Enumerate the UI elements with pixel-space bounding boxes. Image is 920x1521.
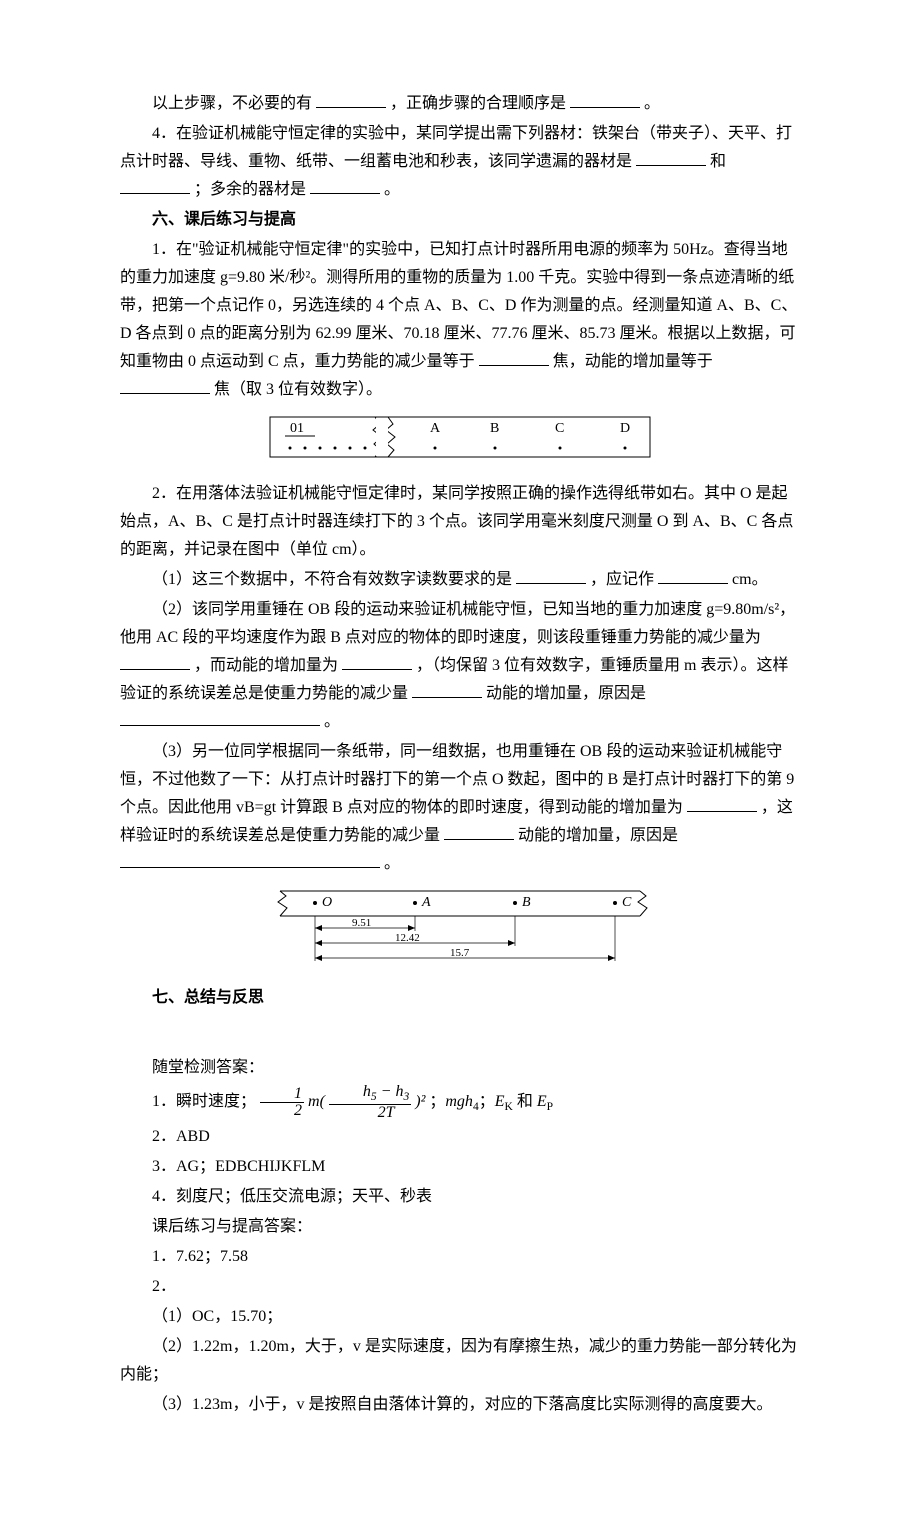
text: 动能的增加量，原因是 <box>518 827 678 844</box>
text: ；mgh4；EK 和 EP <box>429 1093 553 1110</box>
dim-12-42: 12.42 <box>395 932 420 944</box>
text: 和 <box>710 153 726 170</box>
text: 。 <box>644 95 660 112</box>
dim-9-51: 9.51 <box>352 917 371 929</box>
s6-q2-part1: （1）这三个数据中，不符合有效数字读数要求的是 ，应记作 cm。 <box>120 566 800 594</box>
dim-15-7: 15.7 <box>450 947 470 959</box>
answer-4: 4．刻度尺；低压交流电源；天平、秒表 <box>120 1183 800 1211</box>
label-D: D <box>620 421 630 436</box>
s6-question-1: 1．在"验证机械能守恒定律"的实验中，已知打点计时器所用电源的频率为 50Hz。… <box>120 236 800 404</box>
answer-b2-3: （3）1.23m，小于，v 是按照自由落体计算的，对应的下落高度比实际测得的高度… <box>120 1391 800 1419</box>
fill-blank[interactable] <box>636 150 706 166</box>
section-6-title: 六、课后练习与提高 <box>120 206 800 234</box>
text: ，应记作 <box>590 571 654 588</box>
text: 1．瞬时速度； <box>152 1093 256 1110</box>
text: 1．在"验证机械能守恒定律"的实验中，已知打点计时器所用电源的频率为 50Hz。… <box>120 241 797 370</box>
label-A: A <box>430 421 441 436</box>
text: （1）这三个数据中，不符合有效数字读数要求的是 <box>152 571 512 588</box>
text: 以上步骤，不必要的有 <box>152 95 312 112</box>
answer-3: 3．AG；EDBCHIJKFLM <box>120 1153 800 1181</box>
label-A: A <box>421 895 431 910</box>
intro-steps-line: 以上步骤，不必要的有 ，正确步骤的合理顺序是 。 <box>120 90 800 118</box>
text: cm。 <box>732 571 768 588</box>
fill-blank[interactable] <box>316 92 386 108</box>
label-C: C <box>555 421 564 436</box>
fill-blank[interactable] <box>120 710 320 726</box>
section-7-title: 七、总结与反思 <box>120 984 800 1012</box>
text: 动能的增加量，原因是 <box>486 685 646 702</box>
fill-blank[interactable] <box>570 92 640 108</box>
fill-blank[interactable] <box>342 654 412 670</box>
answer-b2-1: （1）OC，15.70； <box>120 1303 800 1331</box>
text: 。 <box>324 713 340 730</box>
formula: 1 2 m( h5 − h3 2T )² <box>260 1093 429 1110</box>
fill-blank[interactable] <box>120 654 190 670</box>
fill-blank[interactable] <box>516 568 586 584</box>
fill-blank[interactable] <box>120 178 190 194</box>
label-B: B <box>490 421 499 436</box>
answer-1: 1．瞬时速度； 1 2 m( h5 − h3 2T )² ；mgh4；EK 和 … <box>120 1084 800 1121</box>
fill-blank[interactable] <box>479 350 549 366</box>
label-B: B <box>522 895 531 910</box>
fill-blank[interactable] <box>444 824 514 840</box>
answer-b2: 2． <box>120 1273 800 1301</box>
fill-blank[interactable] <box>658 568 728 584</box>
s6-question-2-intro: 2．在用落体法验证机械能守恒定律时，某同学按照正确的操作选得纸带如右。其中 O … <box>120 480 800 564</box>
s6-q2-part2: （2）该同学用重锤在 OB 段的运动来验证机械能守恒，已知当地的重力加速度 g=… <box>120 596 800 736</box>
figure-tape-2: O A B C 9.51 12.42 15.7 <box>120 886 800 976</box>
text: 焦，动能的增加量等于 <box>553 353 713 370</box>
answers-header-1: 随堂检测答案： <box>120 1054 800 1082</box>
answer-b2-2: （2）1.22m，1.20m，大于，v 是实际速度，因为有摩擦生热，减少的重力势… <box>120 1333 800 1389</box>
figure-tape-1: 01 A B C D <box>120 412 800 472</box>
text: 焦（取 3 位有效数字）。 <box>214 381 382 398</box>
answers-header-2: 课后练习与提高答案： <box>120 1213 800 1241</box>
text: ，正确步骤的合理顺序是 <box>390 95 566 112</box>
label-C: C <box>622 895 632 910</box>
answer-2: 2．ABD <box>120 1123 800 1151</box>
fill-blank[interactable] <box>120 378 210 394</box>
label-01: 01 <box>290 421 304 436</box>
question-4: 4．在验证机械能守恒定律的实验中，某同学提出需下列器材：铁架台（带夹子）、天平、… <box>120 120 800 204</box>
fill-blank[interactable] <box>120 852 380 868</box>
text: ，而动能的增加量为 <box>194 657 338 674</box>
fill-blank[interactable] <box>687 796 757 812</box>
text: 。 <box>384 855 400 872</box>
s6-q2-part3: （3）另一位同学根据同一条纸带，同一组数据，也用重锤在 OB 段的运动来验证机械… <box>120 738 800 878</box>
text: 。 <box>384 181 400 198</box>
label-O: O <box>322 895 332 910</box>
text: ；多余的器材是 <box>194 181 306 198</box>
fill-blank[interactable] <box>310 178 380 194</box>
answer-b1: 1．7.62；7.58 <box>120 1243 800 1271</box>
fill-blank[interactable] <box>412 682 482 698</box>
text: （2）该同学用重锤在 OB 段的运动来验证机械能守恒，已知当地的重力加速度 g=… <box>120 601 795 646</box>
